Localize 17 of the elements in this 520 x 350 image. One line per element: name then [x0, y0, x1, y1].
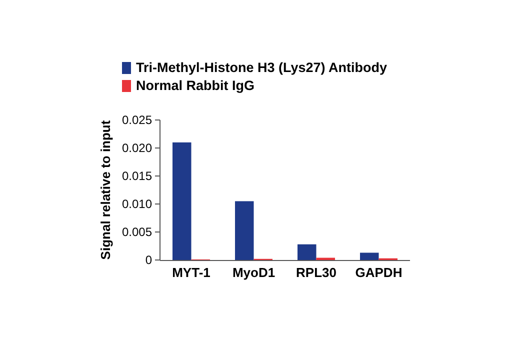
- x-tick-label: RPL30: [296, 265, 336, 280]
- bar: [298, 244, 316, 260]
- legend-label: Normal Rabbit IgG: [136, 78, 255, 93]
- y-tick-label: 0.010: [122, 197, 152, 212]
- bar: [172, 142, 192, 260]
- bar: [360, 252, 379, 260]
- y-tick-label: 0.005: [122, 225, 152, 240]
- x-tick-label: MYT-1: [172, 265, 210, 280]
- y-tick-label: 0: [145, 253, 152, 268]
- legend-label: Tri-Methyl-Histone H3 (Lys27) Antibody: [136, 60, 388, 75]
- y-tick-label: 0.020: [122, 141, 152, 156]
- y-tick-label: 0.025: [122, 113, 152, 128]
- y-axis-title: Signal relative to input: [98, 120, 113, 260]
- bar: [235, 201, 254, 260]
- x-tick-label: MyoD1: [232, 265, 276, 280]
- y-tick-label: 0.015: [122, 169, 152, 184]
- x-tick-label: GAPDH: [355, 265, 402, 280]
